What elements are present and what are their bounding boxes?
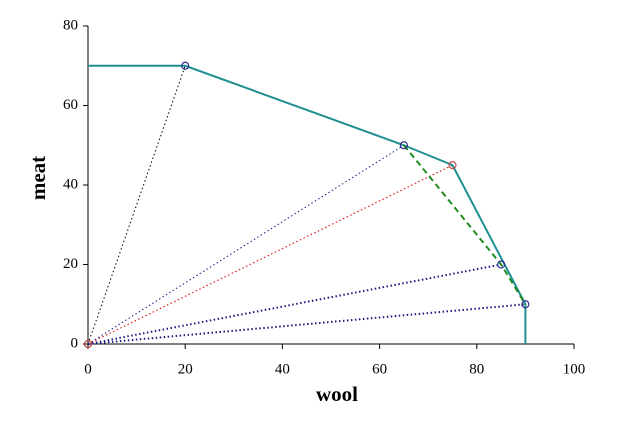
line-series [87,65,186,345]
x-tick-label: 40 [275,361,290,377]
x-axis-title: wool [316,382,358,406]
x-tick-label: 0 [84,361,92,377]
point-marker [181,61,190,70]
line-series [87,263,502,345]
x-tick-label: 60 [372,361,387,377]
point-marker [521,300,530,309]
x-tick-label: 20 [178,361,193,377]
point-marker [83,339,93,349]
y-axis-title: meat [26,156,50,200]
y-tick-label: 80 [63,17,78,33]
line-series [88,64,527,344]
y-tick-label: 20 [63,256,78,272]
x-tick-label: 100 [563,361,586,377]
point-marker [399,141,408,150]
line-series [87,164,453,345]
point-marker [497,260,506,269]
point-marker [448,161,457,170]
y-tick-label: 60 [63,97,78,113]
line-series [403,144,527,305]
x-tick-label: 80 [469,361,484,377]
y-tick-label: 40 [63,176,78,192]
y-tick-label: 0 [71,335,79,351]
line-series [87,303,526,345]
